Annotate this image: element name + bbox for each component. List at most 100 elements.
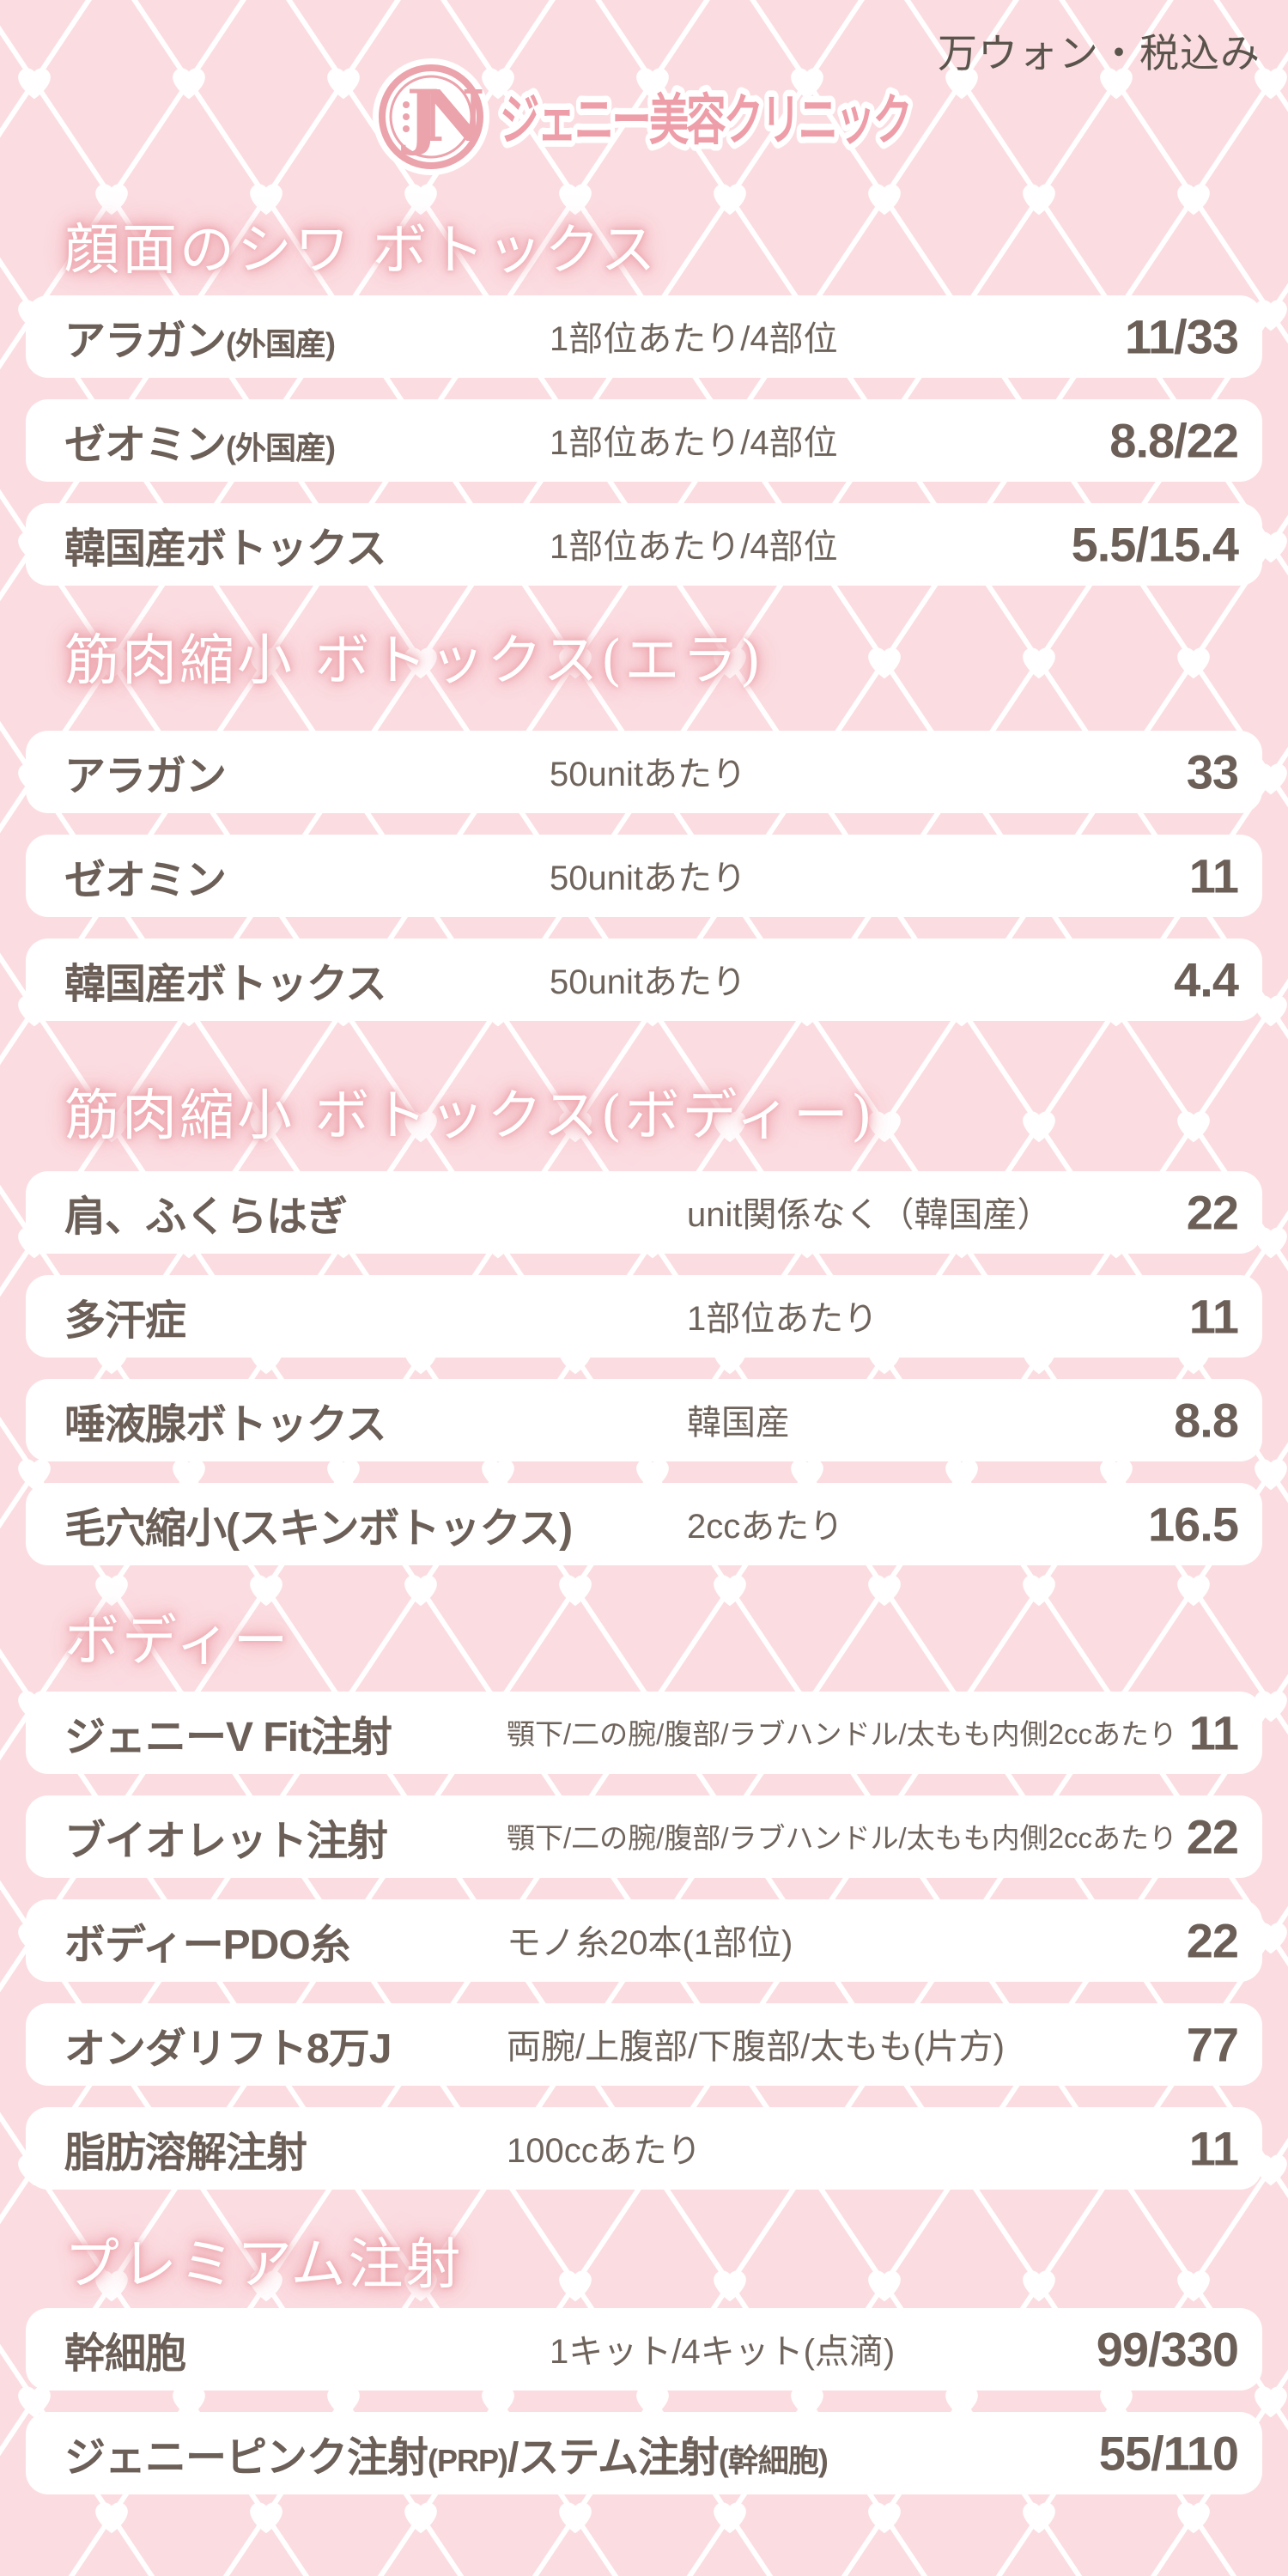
item-desc: 1部位あたり/4部位: [550, 319, 838, 358]
item-name-segment: ブイオレット注射: [64, 1819, 388, 1864]
item-desc: 韓国産: [687, 1403, 790, 1442]
section-title: 筋肉縮小 ボトックス(エラ): [64, 629, 764, 693]
price-row: 韓国産ボトックス 50unitあたり 4.4: [26, 939, 1262, 1021]
price-row: ボディーPDO糸 モノ糸20本(1部位) 22: [26, 1899, 1262, 1982]
item-desc: 1部位あたり: [687, 1299, 878, 1338]
clinic-name-text: ジェニー美容クリニック: [500, 89, 910, 151]
item-name-segment: ジェニーV Fit注射: [64, 1715, 392, 1760]
item-name: アラガン: [26, 742, 227, 802]
item-name-segment: 幹細胞: [64, 2331, 186, 2377]
section-rows: ジェニーV Fit注射 顎下/二の腕/腹部/ラブハンドル/太もも内側2ccあたり 1…: [26, 1692, 1262, 2211]
item-name-segment: ゼオミン: [64, 858, 227, 903]
item-name: ブイオレット注射: [26, 1807, 388, 1867]
section-title: ボディー: [64, 1610, 291, 1674]
item-price: 11: [1188, 848, 1239, 903]
item-price: 8.8/22: [1109, 413, 1239, 468]
price-row: 韓国産ボトックス 1部位あたり/4部位 5.5/15.4: [26, 503, 1262, 586]
item-name: ジェニーピンク注射 (PRP)/ステム注射 (幹細胞): [26, 2423, 829, 2483]
item-name-segment: 唾液腺ボトックス: [64, 1402, 387, 1448]
item-name-segment: ゼオミン: [64, 422, 227, 468]
section-rows: 幹細胞 1キット/4キット(点滴) 99/330 ジェニーピンク注射 (PRP)/ステム…: [26, 2308, 1262, 2516]
item-desc: unit関係なく（韓国産）: [687, 1195, 1052, 1234]
item-name: 多汗症: [26, 1286, 186, 1346]
item-name: 韓国産ボトックス: [26, 950, 387, 1010]
jn-monogram-icon: JN: [373, 58, 501, 175]
item-name-segment: (PRP): [428, 2443, 508, 2478]
item-price: 33: [1186, 744, 1239, 799]
section-rows: アラガン 50unitあたり 33 ゼオミン 50unitあたり 11 韓国産ボトックス 50…: [26, 731, 1262, 1042]
item-price: 22: [1186, 1185, 1239, 1240]
item-desc: 100ccあたり: [507, 2131, 702, 2170]
item-price: 55/110: [1098, 2426, 1239, 2481]
item-name: 唾液腺ボトックス: [26, 1390, 387, 1450]
item-name-segment: 多汗症: [64, 1298, 186, 1344]
item-name-segment: 韓国産ボトックス: [64, 962, 387, 1007]
item-name: ゼオミン (外国産): [26, 410, 336, 471]
item-name-segment: アラガン: [64, 319, 227, 364]
section-title: 顔面のシワ ボトックス: [64, 219, 659, 283]
item-name: アラガン (外国産): [26, 307, 336, 367]
item-desc: 50unitあたり: [550, 755, 746, 793]
item-name: 脂肪溶解注射: [26, 2118, 307, 2178]
item-name-segment: ジェニーピンク注射: [64, 2435, 428, 2481]
item-name: ボディーPDO糸: [26, 1911, 351, 1971]
item-price: 8.8: [1174, 1393, 1239, 1448]
item-price: 11: [1188, 2121, 1239, 2176]
item-name-segment: 毛穴縮小(スキンボトックス): [64, 1506, 573, 1552]
item-name-segment: (外国産): [226, 326, 336, 361]
section-title: プレミアム注射: [64, 2233, 464, 2297]
price-row: 毛穴縮小(スキンボトックス) 2ccあたり 16.5: [26, 1483, 1262, 1565]
item-name: 毛穴縮小(スキンボトックス): [26, 1494, 573, 1554]
item-desc: 1キット/4キット(点滴): [550, 2332, 896, 2371]
item-price: 77: [1186, 2017, 1239, 2072]
price-row: オンダリフト8万J 両腕/上腹部/下腹部/太もも(片方) 77: [26, 2003, 1262, 2086]
item-desc: 顎下/二の腕/腹部/ラブハンドル/太もも内側2ccあたり: [507, 1822, 1178, 1855]
section-rows: 肩、ふくらはぎ unit関係なく（韓国産） 22 多汗症 1部位あたり 11 唾液腺ボトック…: [26, 1171, 1262, 1587]
item-name-segment: ボディーPDO糸: [64, 1923, 351, 1968]
item-price: 11/33: [1124, 309, 1239, 364]
item-price: 99/330: [1096, 2322, 1239, 2377]
item-price: 11: [1188, 1289, 1239, 1344]
price-row: ジェニーV Fit注射 顎下/二の腕/腹部/ラブハンドル/太もも内側2ccあたり 1…: [26, 1692, 1262, 1774]
item-name-segment: 肩、ふくらはぎ: [64, 1194, 348, 1240]
item-desc: 両腕/上腹部/下腹部/太もも(片方): [507, 2027, 1005, 2066]
item-name: ジェニーV Fit注射: [26, 1703, 392, 1763]
price-row: 肩、ふくらはぎ unit関係なく（韓国産） 22: [26, 1171, 1262, 1254]
item-desc: 50unitあたり: [550, 963, 746, 1001]
price-row: アラガン (外国産) 1部位あたり/4部位 11/33: [26, 295, 1262, 378]
price-row: 多汗症 1部位あたり 11: [26, 1275, 1262, 1358]
price-row: ジェニーピンク注射 (PRP)/ステム注射 (幹細胞) 55/110: [26, 2412, 1262, 2494]
price-row: 脂肪溶解注射 100ccあたり 11: [26, 2107, 1262, 2190]
item-desc: 50unitあたり: [550, 859, 746, 897]
item-price: 16.5: [1148, 1497, 1239, 1552]
price-row: ゼオミン (外国産) 1部位あたり/4部位 8.8/22: [26, 399, 1262, 482]
currency-note: 万ウォン・税込み: [938, 31, 1261, 76]
item-name: ゼオミン: [26, 846, 227, 906]
item-price: 5.5/15.4: [1071, 517, 1239, 572]
clinic-logo: JN ジェニー美容クリニック: [369, 53, 927, 188]
item-name-segment: 韓国産ボトックス: [64, 526, 387, 572]
item-desc: 1部位あたり/4部位: [550, 527, 838, 566]
item-desc: モノ糸20本(1部位): [507, 1923, 793, 1962]
item-name-segment: /ステム注射: [507, 2435, 720, 2481]
price-row: 幹細胞 1キット/4キット(点滴) 99/330: [26, 2308, 1262, 2391]
item-name: 韓国産ボトックス: [26, 514, 387, 574]
item-price: 22: [1186, 1913, 1239, 1968]
item-price: 22: [1186, 1809, 1239, 1864]
item-desc: 1部位あたり/4部位: [550, 423, 838, 462]
item-name-segment: (幹細胞): [718, 2443, 829, 2478]
price-row: ゼオミン 50unitあたり 11: [26, 835, 1262, 917]
item-desc: 2ccあたり: [687, 1507, 844, 1546]
item-desc: 顎下/二の腕/腹部/ラブハンドル/太もも内側2ccあたり: [507, 1718, 1178, 1751]
price-row: 唾液腺ボトックス 韓国産 8.8: [26, 1379, 1262, 1461]
price-row: アラガン 50unitあたり 33: [26, 731, 1262, 813]
item-name-segment: アラガン: [64, 754, 227, 799]
item-name-segment: (外国産): [226, 430, 336, 465]
item-name: 肩、ふくらはぎ: [26, 1182, 348, 1242]
item-name-segment: 脂肪溶解注射: [64, 2130, 307, 2176]
item-price: 4.4: [1174, 952, 1239, 1007]
section-title: 筋肉縮小 ボトックス(ボディー): [64, 1084, 875, 1148]
item-name-segment: オンダリフト8万J: [64, 2026, 392, 2072]
